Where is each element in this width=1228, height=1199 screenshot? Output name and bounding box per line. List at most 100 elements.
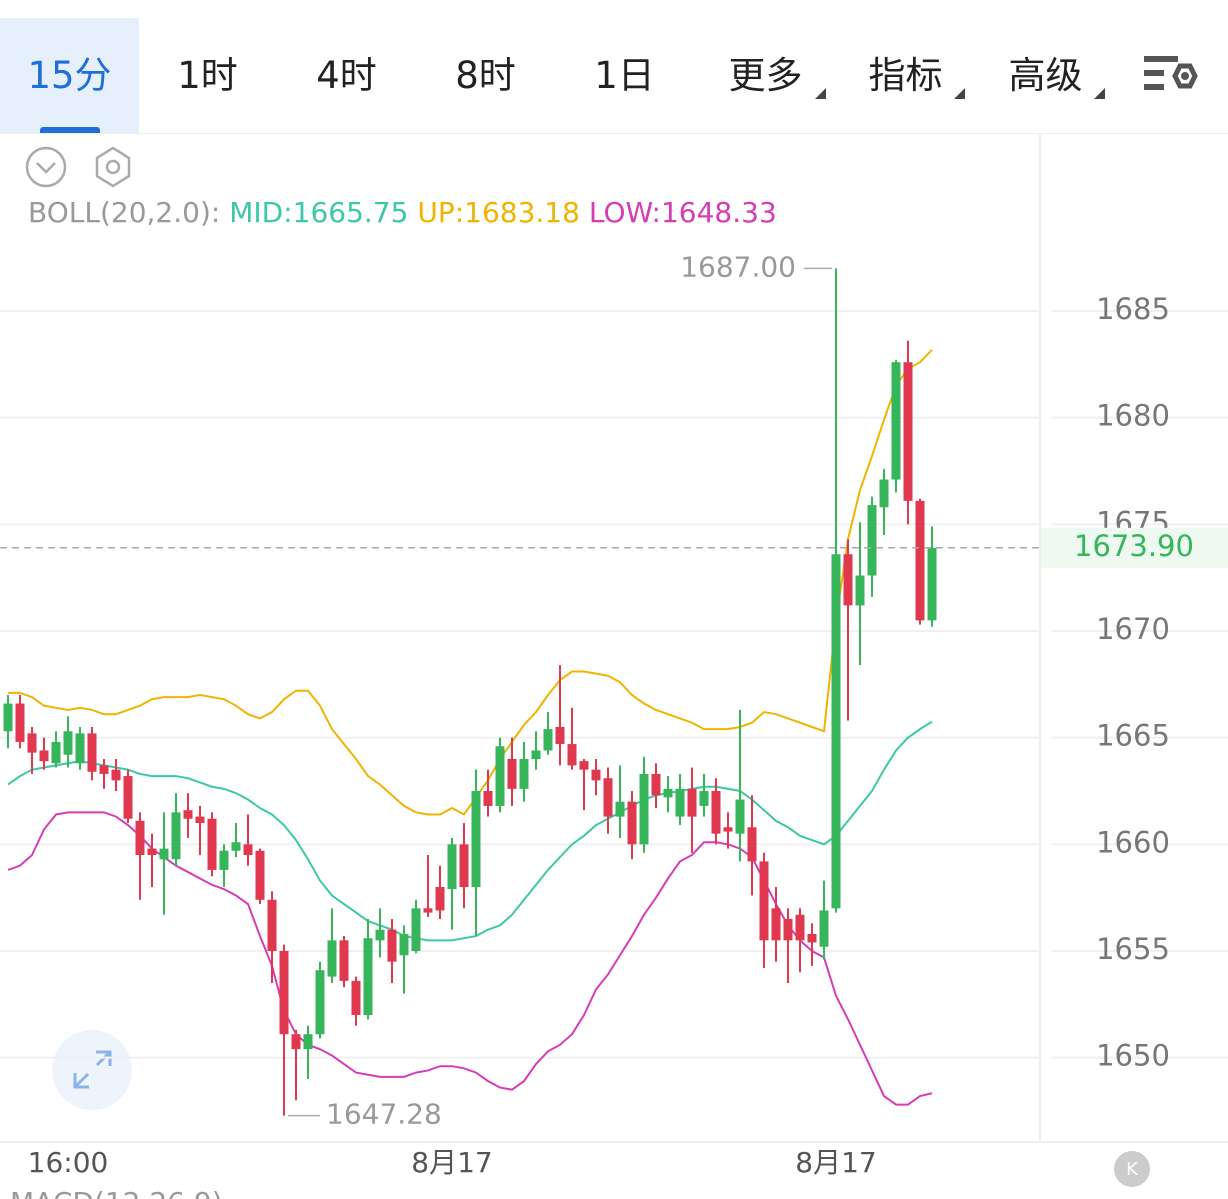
- candle-body: [639, 773, 649, 845]
- candle-body: [255, 850, 265, 900]
- candle-body: [315, 970, 325, 1035]
- candle-body: [351, 980, 361, 1015]
- candle-body: [15, 703, 25, 742]
- indicator-line-value: 1648.33: [660, 196, 777, 229]
- active-indicator: [40, 127, 100, 133]
- indicator-legend: BOLL(20,2.0): MID:1665.75 UP:1683.18 LOW…: [28, 196, 777, 229]
- candle-body: [699, 790, 709, 806]
- tab[interactable]: 高级: [1008, 54, 1083, 97]
- indicator-line: [8, 349, 933, 816]
- y-tick-label: 1660: [1096, 825, 1170, 859]
- candle-body: [207, 818, 217, 870]
- candle-body: [291, 1034, 301, 1050]
- candle-body: [195, 816, 205, 823]
- candle-body: [87, 733, 97, 772]
- candle-body: [51, 741, 61, 764]
- y-tick-label: 1680: [1096, 399, 1170, 433]
- candle-body: [747, 827, 757, 862]
- candle-body: [447, 844, 457, 890]
- candle-body: [723, 827, 733, 832]
- indicator-line-name: MID:: [229, 196, 293, 229]
- settings-hex-icon[interactable]: [95, 146, 131, 188]
- candle-body: [27, 733, 37, 753]
- candle-body: [879, 479, 889, 508]
- candle-body: [795, 914, 805, 941]
- x-tick-label: 8月17: [795, 1146, 876, 1179]
- candle-body: [675, 788, 685, 817]
- candle-body: [627, 801, 637, 845]
- indicator-line-name: LOW:: [588, 196, 661, 229]
- indicator-line-value: 1665.75: [292, 196, 409, 229]
- candle-body: [387, 929, 397, 962]
- indicator-line-name: UP:: [417, 196, 465, 229]
- candle-body: [243, 844, 253, 855]
- candle-body: [111, 769, 121, 781]
- tab[interactable]: 更多: [728, 54, 803, 97]
- candle-body: [735, 799, 745, 834]
- candle-body: [663, 788, 673, 798]
- tab[interactable]: 1时: [177, 54, 238, 97]
- candle-body: [375, 929, 385, 941]
- indicator-line: [7, 720, 933, 942]
- tab-bar: 15分 1时 4时 8时 1日 更多 指标 高级: [0, 0, 1228, 134]
- candle-body: [327, 940, 337, 977]
- candle-body: [651, 773, 661, 796]
- candle-body: [555, 726, 565, 745]
- candle-body: [855, 575, 865, 606]
- candle-body: [303, 1034, 313, 1050]
- candle-body: [39, 750, 49, 762]
- candle-body: [807, 933, 817, 943]
- candle-body: [183, 810, 193, 819]
- last-price-label: 1673.90: [1074, 529, 1194, 563]
- bottom-panel-title: MACD(12,26,9): [10, 1186, 223, 1199]
- candle-body: [279, 950, 289, 1035]
- candle-body: [819, 910, 829, 947]
- candle-body: [843, 554, 853, 606]
- expand-icon[interactable]: [52, 1030, 132, 1110]
- candle-body: [435, 886, 445, 911]
- last-price-box: [1041, 527, 1228, 568]
- y-tick-label: 1670: [1096, 612, 1170, 646]
- candle-body: [3, 703, 13, 732]
- dropdown-arrow: [815, 88, 826, 99]
- candle-body: [231, 842, 241, 851]
- candle-body: [483, 790, 493, 806]
- candle-body: [927, 547, 937, 621]
- tab[interactable]: 4时: [316, 54, 377, 97]
- candle-body: [579, 761, 589, 770]
- k-button[interactable]: K: [1114, 1151, 1150, 1187]
- candle-body: [423, 908, 433, 913]
- tab[interactable]: 8时: [455, 54, 516, 97]
- candle-body: [147, 848, 157, 855]
- max-label: 1687.00: [680, 250, 796, 283]
- candle-body: [459, 844, 469, 887]
- candle-body: [567, 744, 577, 766]
- candle-body: [411, 908, 421, 951]
- candle-body: [915, 500, 925, 621]
- candle-body: [63, 731, 73, 755]
- y-tick-label: 1655: [1096, 932, 1170, 966]
- candle-body: [891, 362, 901, 480]
- tab[interactable]: 15分: [0, 18, 139, 133]
- x-tick-label: 16:00: [28, 1146, 109, 1179]
- candle-body: [531, 750, 541, 759]
- collapse-icon[interactable]: [25, 146, 67, 188]
- dropdown-arrow: [954, 88, 965, 99]
- indicator-label: BOLL(20,2.0):: [28, 196, 221, 229]
- candle-body: [783, 918, 793, 941]
- tab[interactable]: 指标: [868, 54, 943, 97]
- candle-body: [603, 778, 613, 817]
- candle-body: [219, 850, 229, 870]
- min-label: 1647.28: [326, 1098, 442, 1131]
- candle-body: [339, 940, 349, 981]
- indicator-line: [7, 811, 933, 1106]
- candle-body: [591, 769, 601, 781]
- candle-body: [75, 733, 85, 764]
- tab[interactable]: 1日: [594, 54, 655, 97]
- candle-body: [267, 899, 277, 951]
- x-tick-label: 8月17: [411, 1146, 492, 1179]
- candle-body: [399, 933, 409, 956]
- settings-icon[interactable]: [1142, 52, 1202, 102]
- candle-body: [171, 812, 181, 860]
